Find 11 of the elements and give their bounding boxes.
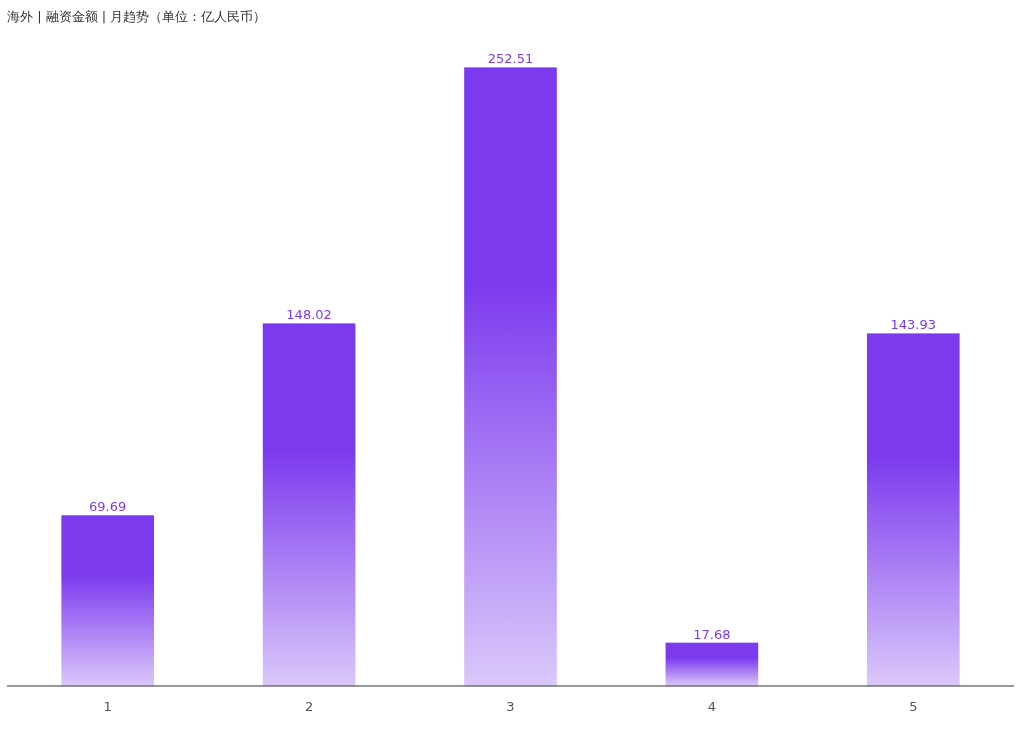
data-label: 148.02: [286, 307, 332, 323]
x-tick-label: 4: [707, 699, 717, 714]
x-tick-label: 3: [506, 699, 515, 714]
data-label: 252.51: [487, 51, 534, 67]
data-label: 17.68: [693, 626, 731, 642]
chart-title: 海外 | 融资金额 | 月趋势（单位：亿人民币）: [7, 9, 267, 24]
data-label: 143.93: [890, 317, 937, 333]
x-tick-label: 5: [909, 699, 918, 714]
x-tick-label: 2: [304, 699, 314, 714]
data-label: 69.69: [89, 499, 127, 515]
x-tick-label: 1: [103, 699, 112, 714]
